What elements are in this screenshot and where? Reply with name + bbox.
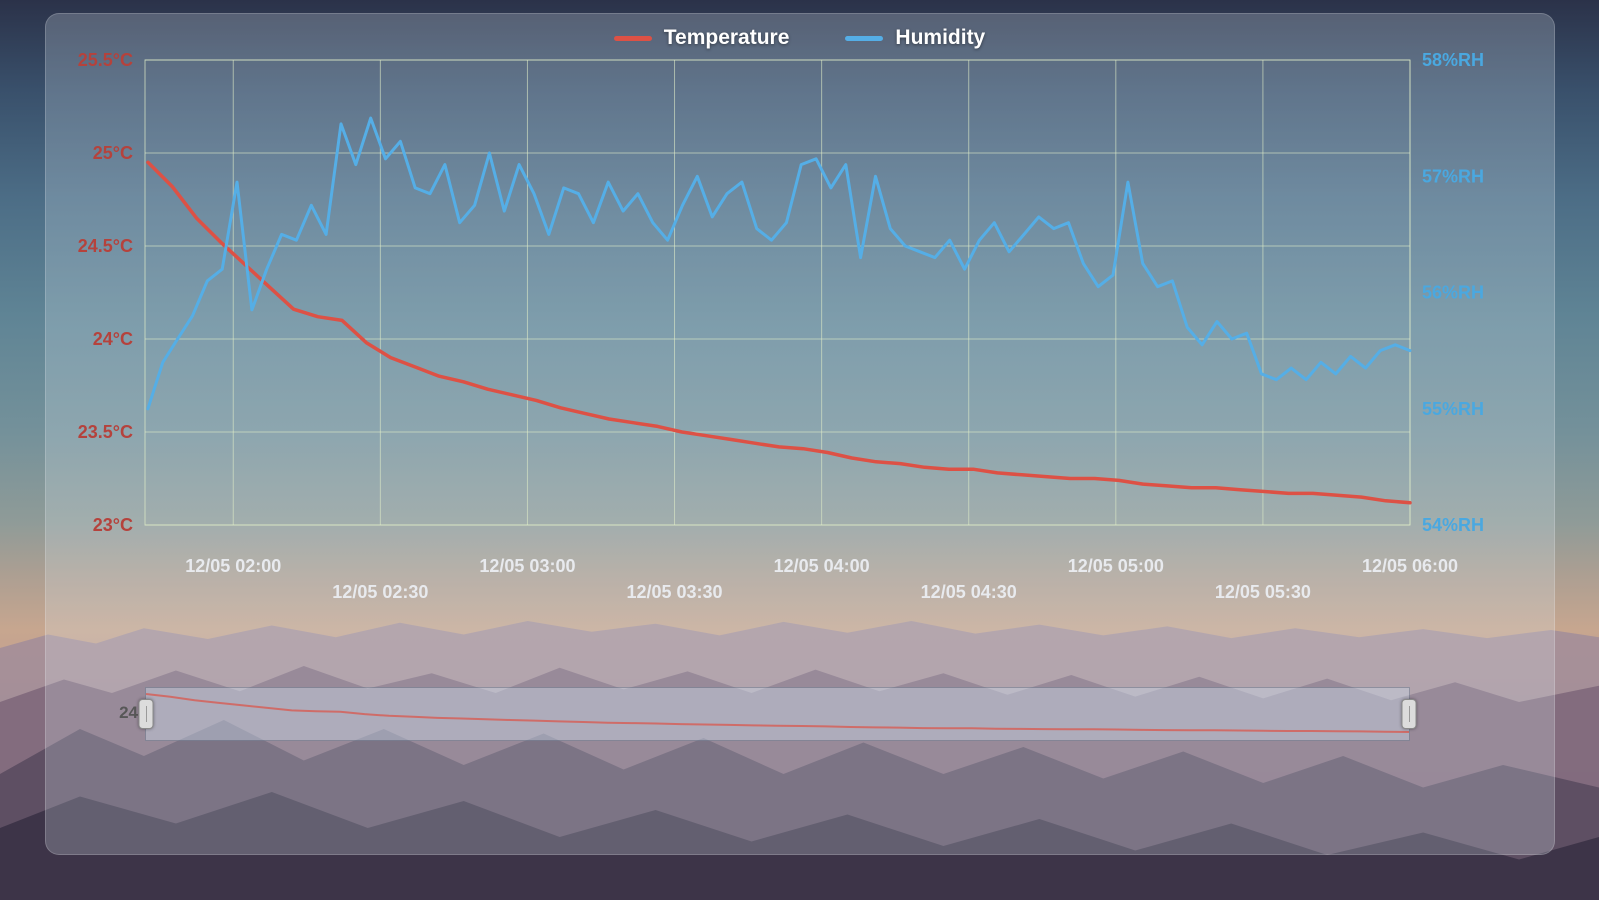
x-axis-tick: 12/05 04:30 <box>921 582 1017 602</box>
legend-item-temperature[interactable]: Temperature <box>613 26 790 50</box>
datazoom-right-handle[interactable] <box>1401 699 1417 729</box>
datazoom-temperature-shadow-line <box>146 693 1409 733</box>
y-axis-left-tick: 24°C <box>93 329 133 349</box>
datazoom-slider[interactable] <box>138 687 1417 741</box>
datazoom-value-label: 24 <box>119 703 138 722</box>
y-axis-left-tick: 23.5°C <box>78 422 133 442</box>
y-axis-left-tick: 25.5°C <box>78 50 133 70</box>
legend-label-humidity: Humidity <box>895 26 986 49</box>
temperature-line <box>146 160 1412 505</box>
y-axis-right-tick: 54%RH <box>1422 515 1484 535</box>
datazoom-left-handle[interactable] <box>138 699 154 729</box>
y-axis-left-tick: 25°C <box>93 143 133 163</box>
x-axis-tick: 12/05 06:00 <box>1362 556 1458 576</box>
x-axis-tick: 12/05 02:30 <box>332 582 428 602</box>
x-axis-tick: 12/05 03:00 <box>479 556 575 576</box>
temperature-legend-marker-icon <box>613 35 652 41</box>
y-axis-right-tick: 55%RH <box>1422 399 1484 419</box>
y-axis-left-tick: 23°C <box>93 515 133 535</box>
grid-border <box>144 59 1411 526</box>
chart-legend: Temperature Humidity <box>0 22 1599 54</box>
x-axis-tick: 12/05 04:00 <box>774 556 870 576</box>
x-axis-tick: 12/05 02:00 <box>185 556 281 576</box>
x-axis-tick: 12/05 05:30 <box>1215 582 1311 602</box>
legend-label-temperature: Temperature <box>663 26 790 49</box>
y-axis-right-tick: 57%RH <box>1422 166 1484 186</box>
y-axis-left-tick: 24.5°C <box>78 236 133 256</box>
y-axis-right-tick: 56%RH <box>1422 283 1484 303</box>
humidity-line <box>146 116 1412 411</box>
datazoom-shadow-chart <box>146 693 1409 733</box>
plot-area[interactable]: 25.5°C 25°C 24.5°C 24°C 23.5°C 23°C 58%RH 57%RH… <box>0 0 1599 625</box>
y-axis-right-tick: 58%RH <box>1422 50 1484 70</box>
legend-item-humidity[interactable]: Humidity <box>845 26 985 50</box>
x-axis-tick: 12/05 05:00 <box>1068 556 1164 576</box>
x-axis-tick: 12/05 03:30 <box>626 582 722 602</box>
humidity-legend-marker-icon <box>845 35 884 41</box>
